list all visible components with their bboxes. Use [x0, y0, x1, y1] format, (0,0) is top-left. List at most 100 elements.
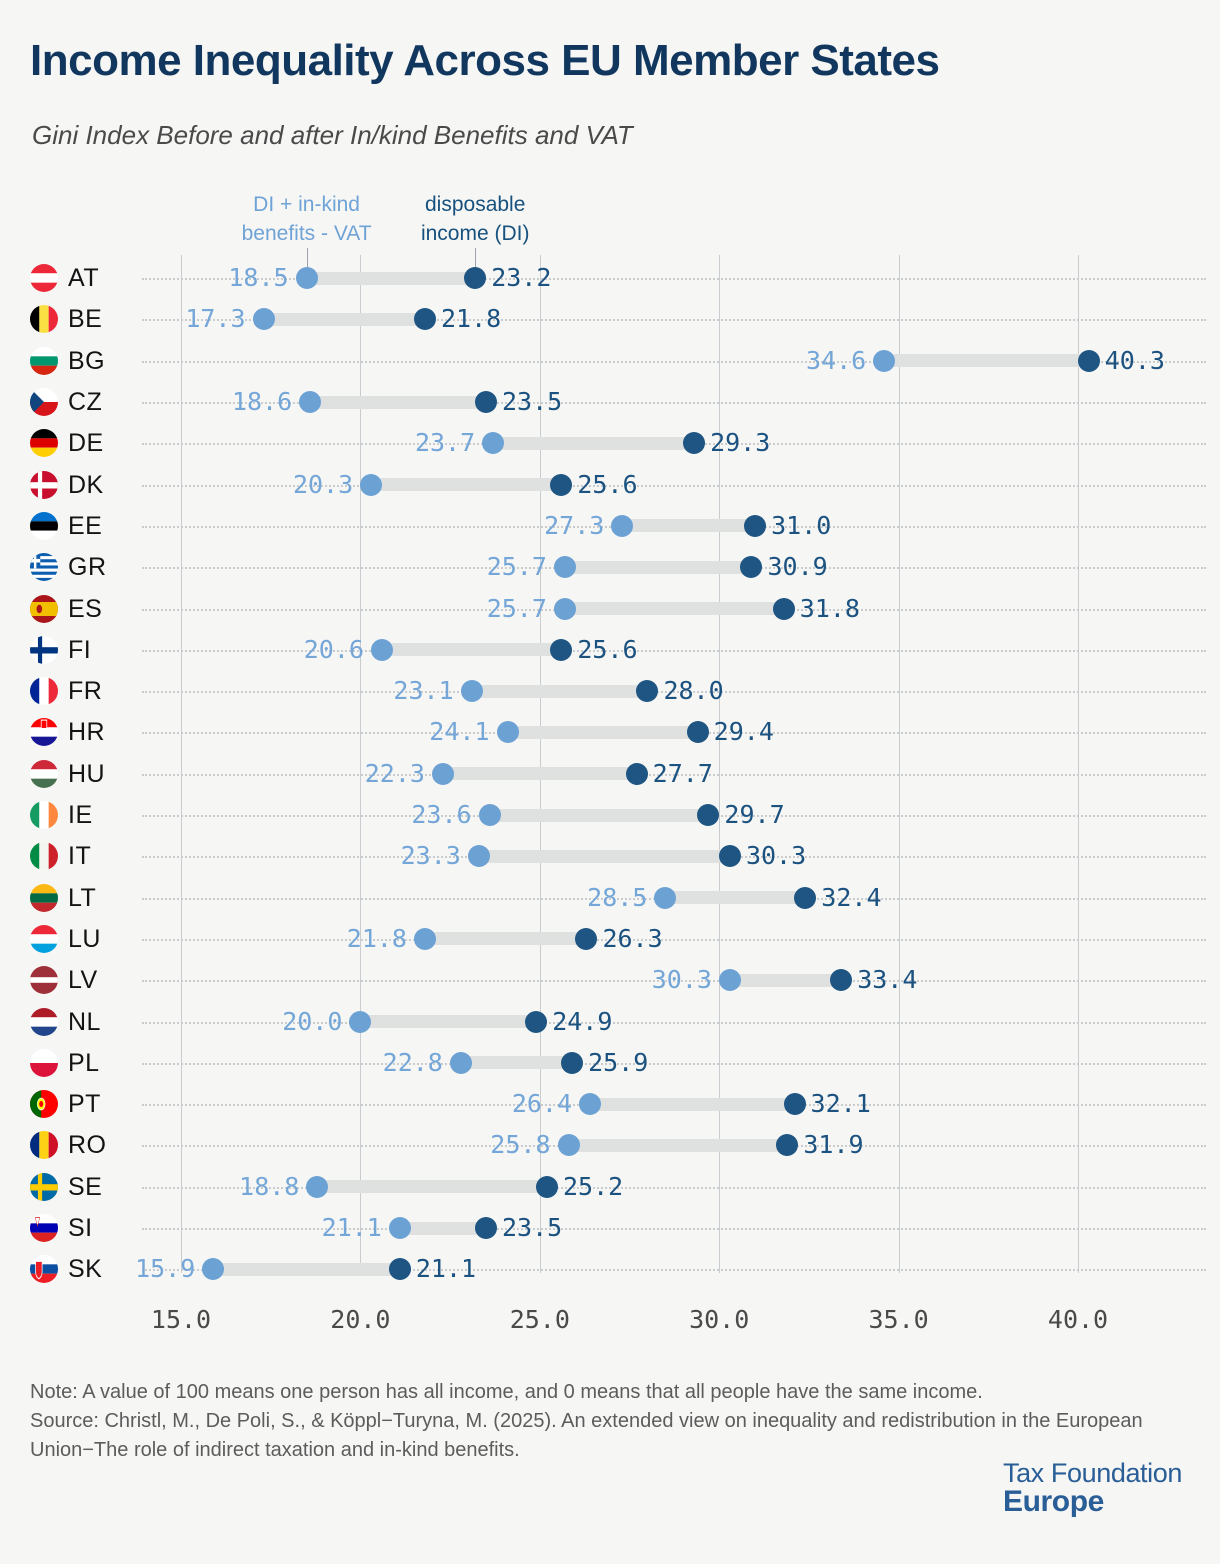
light-series-dot[interactable]	[873, 349, 896, 372]
gridline-20.0	[360, 255, 362, 1273]
light-series-dot[interactable]	[449, 1051, 472, 1074]
x-axis-tick-label: 30.0	[689, 1305, 750, 1334]
dark-series-dot[interactable]	[772, 597, 795, 620]
flag-hr-icon	[30, 718, 58, 747]
dark-series-dot[interactable]	[550, 473, 573, 496]
dark-value-label: 24.9	[552, 1006, 613, 1036]
light-series-dot[interactable]	[370, 638, 393, 661]
dark-series-dot[interactable]	[776, 1134, 799, 1157]
light-value-label: 15.9	[135, 1254, 196, 1284]
dark-series-dot[interactable]	[794, 886, 817, 909]
light-series-dot[interactable]	[252, 308, 275, 331]
row-guideline	[142, 1186, 1206, 1189]
light-value-label: 34.6	[806, 345, 867, 375]
country-code-label: FI	[68, 635, 92, 664]
light-series-dot[interactable]	[496, 721, 519, 744]
dark-series-dot[interactable]	[783, 1093, 806, 1116]
dark-series-dot[interactable]	[1077, 349, 1100, 372]
light-series-dot[interactable]	[718, 969, 741, 992]
row-guideline	[142, 1228, 1206, 1231]
light-series-dot[interactable]	[388, 1217, 411, 1240]
flag-si-icon	[30, 1214, 58, 1243]
light-series-dot[interactable]	[460, 680, 483, 703]
dark-series-dot[interactable]	[413, 308, 436, 331]
table-row: FI 20.6 25.6	[0, 629, 1220, 670]
dark-value-label: 26.3	[602, 923, 663, 953]
flag-at-icon	[30, 264, 58, 293]
dumbbell-connector	[306, 271, 476, 285]
dark-series-dot[interactable]	[686, 721, 709, 744]
country-code-label: SE	[68, 1172, 103, 1201]
flag-gr-icon	[30, 553, 58, 582]
dark-value-label: 23.5	[501, 387, 563, 417]
dumbbell-connector	[564, 602, 784, 616]
table-row: RO 25.8 31.9	[0, 1125, 1220, 1166]
light-series-dot[interactable]	[557, 1134, 580, 1157]
light-series-dot[interactable]	[360, 473, 383, 496]
dark-series-dot[interactable]	[625, 762, 648, 785]
country-code-label: DK	[68, 470, 104, 499]
dark-series-dot[interactable]	[575, 927, 598, 950]
country-code-label: IE	[68, 801, 93, 830]
light-series-dot[interactable]	[295, 267, 318, 290]
light-series-dot[interactable]	[299, 391, 322, 414]
country-code-label: PL	[68, 1048, 100, 1077]
dark-value-label: 31.0	[771, 510, 832, 540]
light-series-dot[interactable]	[431, 762, 454, 785]
dark-series-dot[interactable]	[550, 638, 573, 661]
dumbbell-plot: AT 18.5 23.2 BE 17.3 21.8 BG 34.6 40.3 CZ 18.6 23.5…	[0, 255, 1220, 1305]
country-code-label: LT	[68, 883, 97, 912]
light-series-dot[interactable]	[306, 1175, 329, 1198]
dark-series-dot[interactable]	[474, 391, 497, 414]
country-code-label: FR	[68, 677, 103, 706]
dark-value-label: 29.3	[710, 428, 771, 458]
light-series-dot[interactable]	[553, 556, 576, 579]
light-series-dot[interactable]	[579, 1093, 602, 1116]
country-code-label: IT	[68, 842, 92, 871]
dark-series-dot[interactable]	[830, 969, 853, 992]
dark-series-dot[interactable]	[636, 680, 659, 703]
table-row: SK 15.9 21.1	[0, 1249, 1220, 1290]
dark-series-dot[interactable]	[388, 1258, 411, 1281]
dark-series-dot[interactable]	[561, 1051, 584, 1074]
dark-series-dot[interactable]	[718, 845, 741, 868]
flag-se-icon	[30, 1172, 58, 1201]
dark-series-dot[interactable]	[740, 556, 763, 579]
dark-series-dot[interactable]	[464, 267, 487, 290]
light-value-label: 21.1	[321, 1213, 382, 1243]
dark-series-dot[interactable]	[683, 432, 706, 455]
light-value-label: 18.5	[228, 263, 289, 293]
page-subtitle: Gini Index Before and after In/kind Bene…	[32, 120, 633, 150]
light-series-dot[interactable]	[654, 886, 677, 909]
light-series-dot[interactable]	[482, 432, 505, 455]
dumbbell-connector	[360, 1015, 537, 1029]
light-series-dot[interactable]	[553, 597, 576, 620]
table-row: LV 30.3 33.4	[0, 960, 1220, 1001]
light-series-dot[interactable]	[349, 1010, 372, 1033]
light-series-dot[interactable]	[478, 804, 501, 827]
dumbbell-connector	[622, 519, 756, 533]
table-row: LT 28.5 32.4	[0, 877, 1220, 918]
dark-value-label: 27.7	[652, 758, 713, 788]
table-row: DE 23.7 29.3	[0, 423, 1220, 464]
table-row: PL 22.8 25.9	[0, 1042, 1220, 1083]
dark-series-dot[interactable]	[697, 804, 720, 827]
dark-series-dot[interactable]	[535, 1175, 558, 1198]
flag-es-icon	[30, 594, 58, 623]
light-series-dot[interactable]	[611, 514, 634, 537]
light-series-dot[interactable]	[413, 927, 436, 950]
legend-dark-tick	[475, 248, 477, 268]
light-series-dot[interactable]	[467, 845, 490, 868]
page-title: Income Inequality Across EU Member State…	[30, 36, 940, 85]
light-series-dot[interactable]	[202, 1258, 225, 1281]
x-axis-tick-label: 25.0	[509, 1305, 570, 1334]
dark-series-dot[interactable]	[744, 514, 767, 537]
light-value-label: 26.4	[511, 1089, 573, 1119]
dark-value-label: 31.8	[799, 593, 860, 623]
dumbbell-connector	[564, 560, 752, 574]
light-value-label: 27.3	[544, 510, 605, 540]
dark-series-dot[interactable]	[474, 1217, 497, 1240]
light-value-label: 23.7	[414, 428, 476, 458]
country-code-label: DE	[68, 429, 104, 458]
dark-series-dot[interactable]	[525, 1010, 548, 1033]
